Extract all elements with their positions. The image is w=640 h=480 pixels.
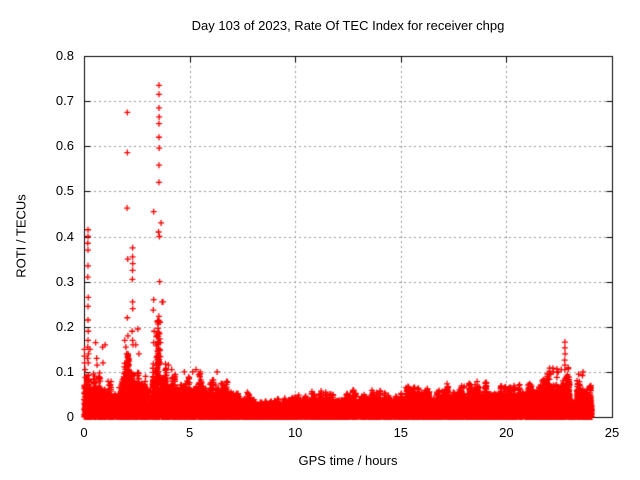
y-tick-label: 0.2 <box>55 318 74 334</box>
chart-title: Day 103 of 2023, Rate Of TEC Index for r… <box>191 18 505 33</box>
x-tick-label: 15 <box>393 425 409 440</box>
x-tick-label: 25 <box>604 425 620 440</box>
x-tick-label: 0 <box>80 425 88 440</box>
y-tick-label: 0.1 <box>55 363 74 379</box>
x-tick-label: 10 <box>287 425 303 440</box>
y-tick-label: 0.7 <box>55 93 74 109</box>
x-tick-label: 20 <box>499 425 514 440</box>
y-tick-label: 0.5 <box>55 183 74 199</box>
y-tick-label: 0.8 <box>55 48 74 63</box>
x-tick-label: 5 <box>185 425 194 440</box>
y-tick-label: 0.6 <box>55 138 74 154</box>
y-tick-label: 0.4 <box>55 228 74 244</box>
y-tick-label: 0.3 <box>55 273 74 289</box>
y-tick-label: 0 <box>66 409 74 424</box>
x-axis-label: GPS time / hours <box>298 453 398 468</box>
